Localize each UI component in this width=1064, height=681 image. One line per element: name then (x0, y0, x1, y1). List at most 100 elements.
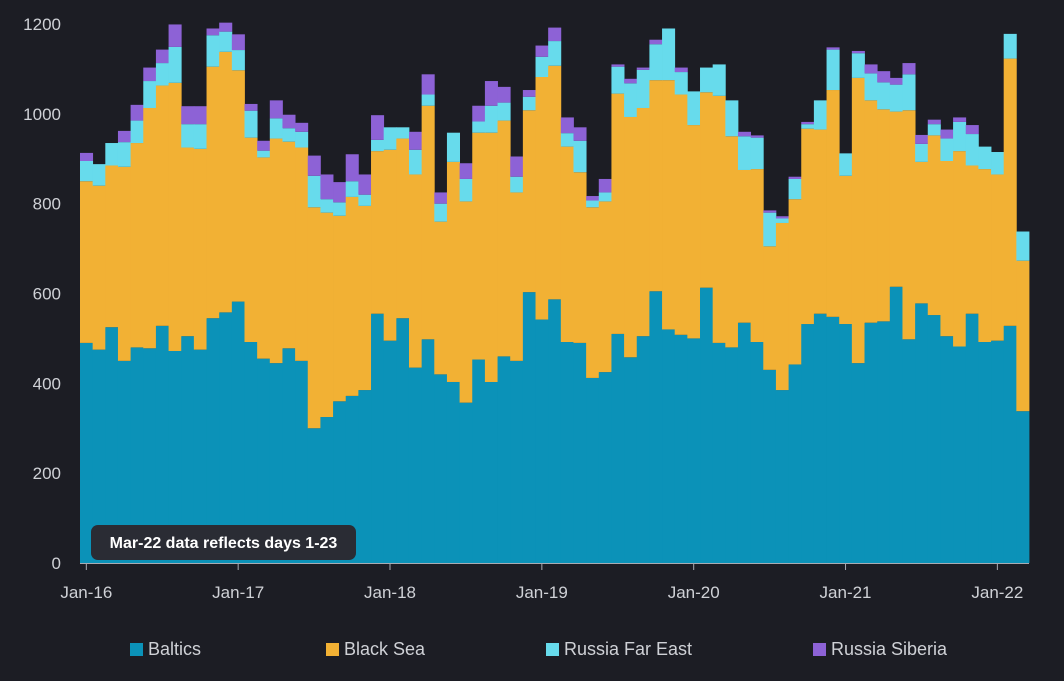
bar-segment-russia-far-east (573, 140, 587, 173)
bar-segment-black-sea (434, 221, 448, 375)
bar-segment-russia-siberia (358, 174, 372, 195)
bar-segment-baltics (991, 340, 1005, 563)
bar-segment-russia-far-east (826, 49, 840, 91)
bar-segment-baltics (244, 342, 258, 563)
bar-segment-baltics (889, 286, 903, 563)
x-tick-label: Jan-22 (971, 583, 1023, 602)
bar-segment-baltics (282, 348, 296, 563)
x-tick-label: Jan-19 (516, 583, 568, 602)
bar-segment-black-sea (105, 165, 119, 328)
bar-segment-russia-siberia (864, 64, 878, 74)
bar-segment-russia-far-east (206, 35, 220, 67)
bar-segment-russia-siberia (421, 74, 435, 95)
bar-segment-black-sea (801, 128, 815, 325)
y-axis: 0 200 400 600 800 1000 1200 (23, 15, 61, 573)
bar-segment-russia-siberia (674, 67, 688, 73)
bar-segment-russia-far-east (889, 84, 903, 112)
bar-segment-black-sea (484, 132, 498, 382)
bar-segment-black-sea (181, 147, 195, 337)
bar-segment-russia-far-east (484, 105, 498, 133)
bar-segment-russia-far-east (383, 127, 397, 150)
bar-segment-russia-siberia (624, 78, 638, 84)
bar-segment-russia-siberia (193, 106, 207, 125)
bar-segment-black-sea (396, 138, 410, 319)
bar-segment-baltics (231, 301, 245, 563)
bar-segment-baltics (168, 350, 182, 563)
bar-segment-russia-far-east (396, 127, 410, 139)
bar-segment-russia-siberia (130, 104, 144, 121)
x-tick-label: Jan-21 (820, 583, 872, 602)
bar-segment-baltics (1003, 325, 1017, 563)
bar-segment-russia-far-east (231, 50, 245, 71)
y-tick-label: 400 (33, 374, 61, 393)
bar-segment-russia-far-east (1003, 33, 1017, 59)
bar-segment-baltics (459, 402, 473, 563)
bar-segment-baltics (801, 324, 815, 563)
bar-segment-baltics (269, 363, 283, 563)
x-tick-label: Jan-16 (60, 583, 112, 602)
bar-segment-black-sea (168, 82, 182, 351)
bar-segment-baltics (510, 360, 524, 564)
bar-segment-russia-siberia (168, 24, 182, 47)
bar-segment-baltics (851, 363, 865, 563)
bar-segment-russia-siberia (940, 129, 954, 139)
bar-segment-baltics (143, 348, 157, 563)
bar-segment-black-sea (763, 246, 777, 370)
bar-segment-black-sea (257, 157, 271, 359)
bar-segment-russia-far-east (320, 199, 334, 213)
bar-segment-black-sea (700, 92, 714, 288)
bar-segment-baltics (92, 349, 106, 563)
bar-segment-baltics (586, 377, 600, 563)
bar-segment-baltics (940, 336, 954, 563)
bar-segment-black-sea (358, 205, 372, 391)
bar-segment-baltics (181, 336, 195, 563)
bar-segment-black-sea (813, 129, 827, 314)
bar-segment-russia-siberia (257, 140, 271, 151)
bar-segment-russia-siberia (826, 47, 840, 50)
bar-segment-russia-siberia (598, 178, 612, 193)
legend-label: Russia Siberia (831, 639, 948, 659)
bar-segment-baltics (1016, 411, 1030, 563)
y-tick-label: 600 (33, 285, 61, 304)
bar-segment-black-sea (902, 110, 916, 340)
legend-swatch (326, 643, 339, 656)
bar-segment-baltics (700, 287, 714, 563)
bar-segment-russia-far-east (788, 178, 802, 200)
bar-segment-russia-far-east (978, 146, 992, 170)
bar-segment-baltics (636, 336, 650, 563)
bar-segment-russia-siberia (345, 154, 359, 182)
bar-segment-black-sea (421, 105, 435, 340)
legend-swatch (813, 643, 826, 656)
x-tick-label: Jan-17 (212, 583, 264, 602)
bar-segment-russia-far-east (624, 83, 638, 117)
bar-segment-baltics (522, 292, 536, 563)
bar-segment-baltics (826, 316, 840, 563)
bar-segment-black-sea (826, 90, 840, 317)
bar-segment-russia-far-east (864, 73, 878, 101)
bar-segment-baltics (813, 313, 827, 563)
bar-segment-russia-siberia (307, 155, 321, 176)
bar-segment-baltics (193, 349, 207, 563)
bar-segment-baltics (750, 342, 764, 563)
bar-segment-black-sea (408, 174, 423, 368)
bar-segment-black-sea (459, 201, 473, 403)
bar-segment-black-sea (889, 111, 903, 287)
bar-segment-baltics (345, 395, 359, 563)
legend-label: Baltics (148, 639, 201, 659)
bar-segment-russia-far-east (522, 96, 536, 111)
bar-segment-black-sea (915, 161, 929, 304)
bar-segment-russia-siberia (472, 105, 486, 122)
bar-segment-russia-siberia (775, 216, 789, 219)
bar-segment-black-sea (1016, 260, 1030, 412)
bar-segment-black-sea (598, 201, 612, 373)
bar-segment-russia-far-east (333, 202, 347, 216)
bar-segment-russia-siberia (915, 134, 929, 144)
bar-segment-russia-far-east (510, 176, 524, 193)
bar-segment-black-sea (965, 165, 979, 314)
bar-segment-russia-far-east (535, 56, 549, 77)
bar-segment-black-sea (851, 77, 865, 364)
bar-segment-russia-far-east (408, 149, 423, 175)
bar-segment-russia-far-east (851, 53, 865, 78)
bar-segment-baltics (725, 347, 739, 563)
